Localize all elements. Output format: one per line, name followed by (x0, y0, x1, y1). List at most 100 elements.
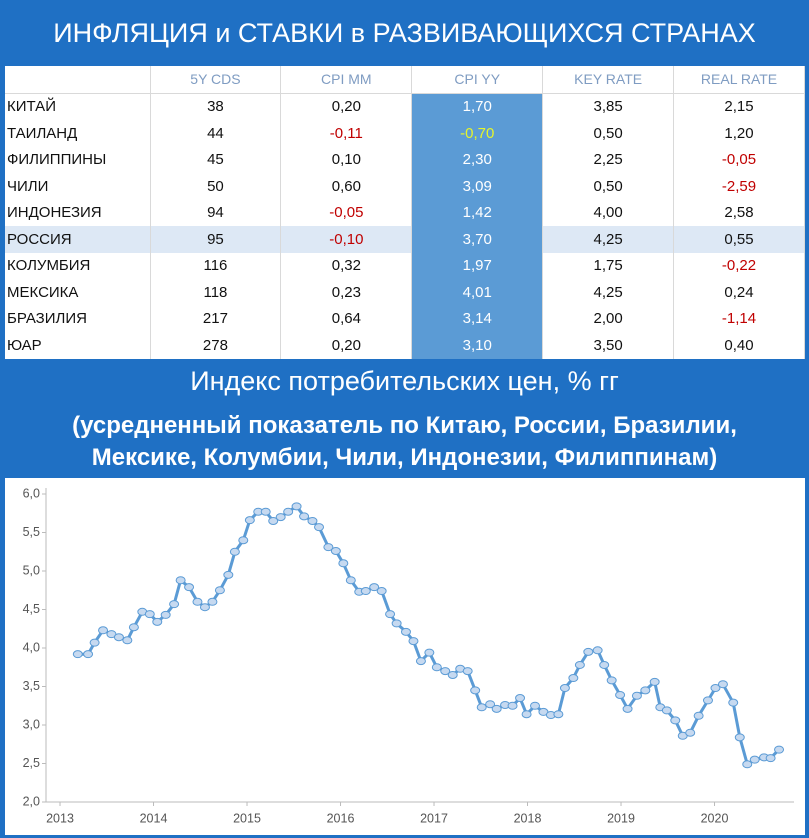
x-tick-label: 2013 (46, 811, 74, 825)
rates-table: 5Y CDS CPI MM CPI YY KEY RATE REAL RATE КИТА… (5, 66, 805, 359)
country-cell: КИТАЙ (5, 93, 151, 120)
value-cell: 3,09 (411, 173, 544, 200)
value-cell: 4,00 (542, 199, 675, 226)
point-marker (521, 710, 532, 719)
point-marker (152, 617, 163, 626)
point-marker (400, 627, 411, 636)
page-title: ИНФЛЯЦИЯ и СТАВКИ в РАЗВИВАЮЩИХСЯ СТРАНА… (53, 18, 756, 48)
point-marker (574, 660, 585, 669)
value-cell: 0,24 (673, 279, 805, 306)
x-tick-label: 2014 (140, 811, 168, 825)
value-cell: 4,25 (542, 279, 675, 306)
point-marker (649, 677, 660, 686)
point-marker (307, 516, 318, 525)
point-marker (113, 633, 124, 642)
point-marker (774, 745, 785, 754)
value-cell: 1,20 (673, 120, 805, 147)
point-marker (192, 597, 203, 606)
value-cell: -1,14 (673, 305, 805, 332)
value-cell: 3,14 (411, 305, 544, 332)
value-cell: 3,70 (411, 226, 544, 253)
value-cell: 116 (150, 252, 282, 279)
point-marker (184, 583, 195, 592)
value-cell: 118 (150, 279, 282, 306)
point-marker (83, 650, 94, 659)
table-row: ТАИЛАНД 44 -0,11 -0,70 0,50 1,20 (5, 120, 805, 147)
point-marker (447, 670, 458, 679)
point-marker (470, 686, 481, 695)
x-tick-label: 2018 (514, 811, 542, 825)
chart-background (5, 478, 805, 835)
value-cell: 278 (150, 332, 282, 359)
y-tick-label: 3,5 (23, 679, 40, 693)
y-tick-label: 4,5 (23, 602, 40, 616)
column-header: CPI MM (280, 66, 413, 94)
country-cell: ЧИЛИ (5, 173, 151, 200)
value-cell: 50 (150, 173, 282, 200)
chart-subtitle: (усредненный показатель по Китаю, России… (72, 412, 737, 471)
point-marker (749, 755, 760, 764)
value-cell: 0,40 (673, 332, 805, 359)
point-marker (229, 547, 240, 556)
value-cell: 4,25 (542, 226, 675, 253)
point-marker (631, 691, 642, 700)
x-tick-label: 2017 (420, 811, 448, 825)
point-marker (462, 667, 473, 676)
value-cell: 2,15 (673, 93, 805, 120)
country-cell: ФИЛИППИНЫ (5, 146, 151, 173)
value-cell: -0,05 (673, 146, 805, 173)
point-marker (275, 513, 286, 522)
value-cell: 217 (150, 305, 282, 332)
value-cell: 1,42 (411, 199, 544, 226)
value-cell: 0,50 (542, 120, 675, 147)
value-cell: 2,25 (542, 146, 675, 173)
table-row: РОССИЯ 95 -0,10 3,70 4,25 0,55 (5, 226, 805, 253)
value-cell: 0,10 (280, 146, 413, 173)
value-cell: -2,59 (673, 173, 805, 200)
column-header: CPI YY (411, 66, 544, 94)
point-marker (128, 623, 139, 632)
value-cell: 2,58 (673, 199, 805, 226)
point-marker (568, 674, 579, 683)
country-cell: РОССИЯ (5, 226, 151, 253)
point-marker (98, 626, 109, 635)
y-tick-label: 4,0 (23, 640, 40, 654)
point-marker (408, 637, 419, 646)
value-cell: 0,55 (673, 226, 805, 253)
point-marker (268, 516, 279, 525)
point-marker (592, 646, 603, 655)
point-marker (323, 543, 334, 552)
value-cell: -0,70 (411, 120, 544, 147)
point-marker (702, 696, 713, 705)
point-marker (622, 704, 633, 713)
point-marker (376, 587, 387, 596)
value-cell: 38 (150, 93, 282, 120)
value-cell: 1,70 (411, 93, 544, 120)
value-cell: 0,20 (280, 93, 413, 120)
country-cell: КОЛУМБИЯ (5, 252, 151, 279)
point-marker (640, 686, 651, 695)
column-header: 5Y CDS (150, 66, 282, 94)
table-row: МЕКСИКА 118 0,23 4,01 4,25 0,24 (5, 279, 805, 306)
table-row: ЮАР 278 0,20 3,10 3,50 0,40 (5, 332, 805, 359)
point-marker (599, 660, 610, 669)
corner-cell (5, 66, 151, 94)
point-marker (169, 600, 180, 609)
value-cell: 44 (150, 120, 282, 147)
value-cell: 95 (150, 226, 282, 253)
point-marker (606, 676, 617, 685)
value-cell: 2,00 (542, 305, 675, 332)
point-marker (476, 703, 487, 712)
point-marker (485, 700, 496, 709)
country-cell: ЮАР (5, 332, 151, 359)
value-cell: 4,01 (411, 279, 544, 306)
header-row: 5Y CDS CPI MM CPI YY KEY RATE REAL RATE (5, 66, 805, 94)
chart-title: Индекс потребительских цен, % гг (190, 366, 619, 396)
point-marker (734, 733, 745, 742)
point-marker (553, 710, 564, 719)
point-marker (89, 638, 100, 647)
point-marker (742, 760, 753, 769)
x-tick-label: 2016 (327, 811, 355, 825)
table-row: ЧИЛИ 50 0,60 3,09 0,50 -2,59 (5, 173, 805, 200)
